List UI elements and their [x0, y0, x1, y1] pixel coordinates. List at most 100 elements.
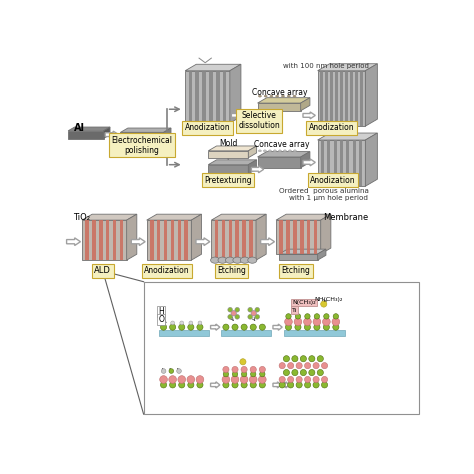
Ellipse shape	[295, 314, 301, 319]
Ellipse shape	[304, 324, 310, 330]
Polygon shape	[223, 71, 227, 123]
Polygon shape	[68, 127, 110, 131]
Ellipse shape	[317, 370, 323, 376]
Text: ALD: ALD	[94, 266, 111, 275]
Polygon shape	[131, 238, 145, 246]
Polygon shape	[280, 220, 283, 254]
Polygon shape	[330, 71, 333, 126]
Ellipse shape	[288, 376, 294, 383]
Ellipse shape	[305, 314, 310, 319]
Ellipse shape	[197, 324, 203, 330]
Ellipse shape	[179, 382, 185, 388]
Ellipse shape	[321, 363, 328, 369]
Ellipse shape	[279, 363, 285, 369]
Bar	[144, 282, 419, 414]
Polygon shape	[146, 220, 191, 260]
Polygon shape	[261, 238, 274, 246]
Ellipse shape	[241, 382, 247, 388]
Ellipse shape	[296, 382, 302, 388]
Polygon shape	[318, 133, 377, 140]
Polygon shape	[276, 214, 331, 220]
Ellipse shape	[248, 257, 257, 263]
Ellipse shape	[309, 356, 315, 362]
Polygon shape	[208, 151, 248, 158]
Ellipse shape	[258, 376, 266, 383]
Ellipse shape	[270, 95, 273, 97]
Ellipse shape	[241, 324, 247, 330]
Ellipse shape	[258, 150, 261, 152]
Ellipse shape	[160, 376, 167, 383]
Ellipse shape	[232, 324, 238, 330]
Polygon shape	[99, 220, 102, 260]
Polygon shape	[346, 140, 349, 186]
Polygon shape	[314, 220, 317, 254]
Ellipse shape	[189, 321, 193, 325]
Bar	[221, 330, 272, 336]
Ellipse shape	[259, 366, 265, 373]
Polygon shape	[195, 71, 199, 123]
Polygon shape	[256, 214, 266, 260]
Ellipse shape	[169, 369, 173, 374]
Ellipse shape	[161, 382, 167, 388]
Ellipse shape	[161, 369, 166, 374]
Polygon shape	[106, 220, 109, 260]
Ellipse shape	[294, 318, 302, 326]
Polygon shape	[307, 220, 310, 254]
Polygon shape	[196, 238, 210, 246]
Polygon shape	[365, 64, 377, 126]
Polygon shape	[300, 220, 303, 254]
Ellipse shape	[251, 372, 256, 377]
Polygon shape	[251, 166, 264, 173]
Ellipse shape	[301, 370, 307, 376]
Text: Ti: Ti	[292, 308, 297, 313]
Polygon shape	[185, 64, 241, 71]
Ellipse shape	[323, 324, 329, 330]
Ellipse shape	[278, 150, 282, 152]
Ellipse shape	[288, 150, 292, 152]
Ellipse shape	[241, 372, 247, 377]
Ellipse shape	[197, 382, 203, 388]
Polygon shape	[211, 214, 266, 220]
Ellipse shape	[292, 356, 298, 362]
Ellipse shape	[314, 324, 320, 330]
Polygon shape	[236, 220, 239, 260]
Polygon shape	[345, 71, 348, 126]
Ellipse shape	[296, 363, 302, 369]
Text: Anodization: Anodization	[310, 175, 356, 184]
Ellipse shape	[248, 308, 253, 312]
Text: Ordered  porous alumina: Ordered porous alumina	[279, 188, 368, 194]
Polygon shape	[120, 220, 123, 260]
Ellipse shape	[248, 315, 253, 319]
Ellipse shape	[251, 310, 256, 316]
Text: Pretexturing: Pretexturing	[204, 175, 252, 184]
Ellipse shape	[250, 382, 256, 388]
Ellipse shape	[235, 315, 239, 319]
Polygon shape	[189, 71, 192, 123]
Text: Selective
dissolution: Selective dissolution	[238, 111, 280, 130]
Ellipse shape	[223, 366, 229, 373]
Polygon shape	[211, 220, 256, 260]
Polygon shape	[191, 214, 201, 260]
Polygon shape	[276, 220, 321, 254]
Text: Mold: Mold	[219, 139, 237, 148]
Ellipse shape	[283, 370, 290, 376]
Polygon shape	[257, 98, 310, 103]
Ellipse shape	[293, 150, 296, 152]
Polygon shape	[335, 71, 337, 126]
Ellipse shape	[187, 376, 195, 383]
Polygon shape	[228, 220, 232, 260]
Ellipse shape	[284, 318, 292, 326]
Polygon shape	[164, 220, 167, 260]
Polygon shape	[325, 71, 328, 126]
Ellipse shape	[228, 315, 232, 319]
Ellipse shape	[264, 95, 267, 97]
Ellipse shape	[198, 321, 202, 325]
Ellipse shape	[324, 314, 329, 319]
Polygon shape	[113, 220, 116, 260]
Text: Electrochemical
polishing: Electrochemical polishing	[111, 136, 173, 155]
Text: H: H	[158, 307, 164, 316]
Polygon shape	[279, 254, 318, 260]
Polygon shape	[178, 220, 181, 260]
Ellipse shape	[171, 321, 174, 325]
Polygon shape	[215, 220, 218, 260]
